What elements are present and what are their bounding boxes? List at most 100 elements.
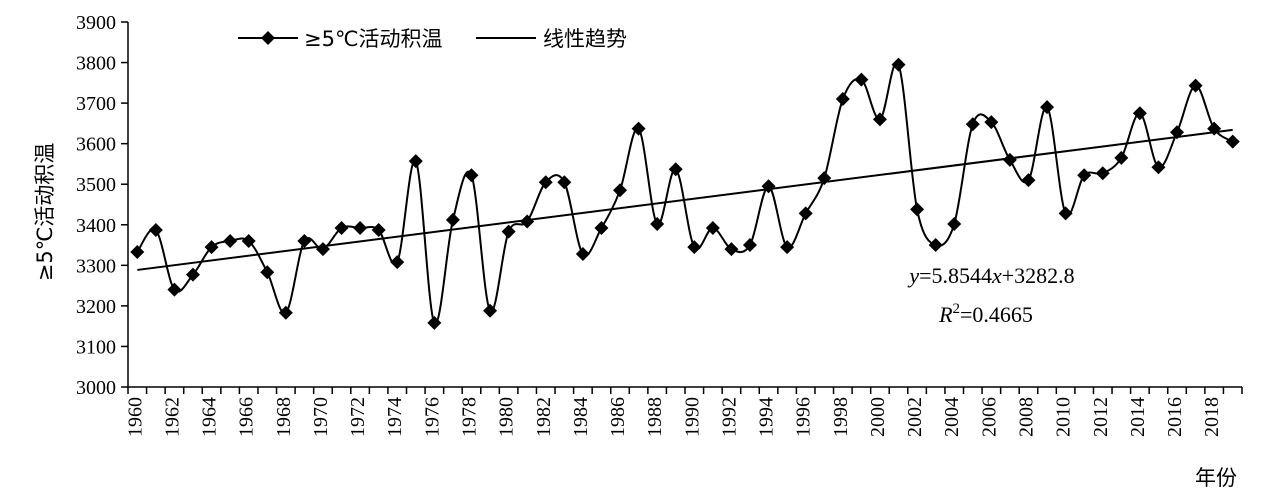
r-squared: R2=0.4665 (938, 301, 1033, 327)
data-point (910, 202, 925, 217)
data-point (872, 112, 887, 127)
data-point (947, 216, 962, 231)
x-tick-label: 1966 (236, 397, 258, 437)
x-tick-label: 1986 (607, 397, 629, 437)
x-tick-label: 2018 (1201, 397, 1223, 437)
x-tick-label: 1960 (124, 397, 146, 437)
legend: ≥5℃活动积温 线性趋势 (238, 27, 627, 51)
data-point (278, 305, 293, 320)
data-point (241, 234, 256, 248)
legend-label-trend: 线性趋势 (543, 27, 627, 51)
data-point (520, 214, 535, 229)
x-tick-label: 2010 (1053, 397, 1075, 437)
r-value: =0.4665 (960, 302, 1033, 327)
x-tick-label: 1996 (793, 397, 815, 437)
x-tick-label: 2012 (1090, 397, 1112, 437)
x-tick-label: 1972 (347, 397, 369, 437)
x-tick-label: 2016 (1164, 397, 1186, 437)
data-point (928, 238, 943, 253)
data-point (1114, 150, 1129, 165)
data-point (1170, 125, 1185, 140)
x-tick-label: 1962 (161, 397, 183, 437)
y-tick-label: 3300 (76, 255, 116, 277)
data-point (1132, 106, 1147, 121)
data-point (650, 216, 665, 231)
data-point (668, 162, 683, 177)
data-point (408, 154, 423, 169)
y-tick-label: 3600 (76, 134, 116, 156)
data-point (483, 303, 498, 318)
data-point (780, 240, 795, 255)
x-axis-ticks: 1960 1962 1964 1966 1968 1970 1972 1974 1976 1978… (124, 387, 1243, 437)
data-point (965, 117, 980, 132)
r-label: R (938, 302, 953, 327)
x-tick-label: 1988 (644, 397, 666, 437)
data-point (1151, 160, 1166, 175)
y-tick-label: 3200 (76, 296, 116, 318)
x-tick-label: 2008 (1015, 397, 1037, 437)
data-point (390, 255, 405, 270)
data-point (594, 221, 609, 236)
data-point (297, 234, 312, 248)
data-point (371, 223, 386, 238)
legend-diamond-marker (261, 31, 275, 45)
x-tick-label: 1990 (681, 397, 703, 437)
data-point (984, 115, 999, 130)
data-point (204, 240, 219, 255)
x-tick-label: 1980 (496, 397, 518, 437)
data-point (167, 282, 182, 297)
x-tick-label: 1974 (384, 397, 406, 437)
r-sup: 2 (953, 301, 961, 317)
data-point (557, 175, 572, 190)
data-point (835, 92, 850, 107)
y-tick-label: 3000 (76, 377, 116, 399)
eq-rest-2: +3282.8 (1002, 263, 1075, 288)
data-point (742, 238, 757, 253)
data-point (501, 224, 516, 239)
data-point (1095, 166, 1110, 181)
x-tick-label: 1968 (273, 397, 295, 437)
x-tick-label: 1984 (570, 397, 592, 437)
y-tick-label: 3900 (76, 12, 116, 34)
data-point (538, 175, 553, 190)
data-point (315, 242, 330, 257)
data-point (445, 212, 460, 227)
y-axis-ticks: 3000 3100 3200 3300 3400 3500 3600 3700 3800 3900 (76, 12, 128, 399)
trend-equation: y=5.8544x+3282.8 (907, 263, 1074, 288)
x-tick-label: 2002 (904, 397, 926, 437)
x-tick-label: 2014 (1127, 397, 1149, 437)
data-point (1058, 206, 1073, 221)
eq-x: x (991, 263, 1002, 288)
data-point (891, 57, 906, 72)
data-point (148, 223, 163, 238)
eq-y: y (907, 263, 919, 288)
data-point (353, 221, 368, 236)
x-tick-label: 1992 (718, 397, 740, 437)
x-tick-label: 1964 (199, 397, 221, 437)
y-tick-label: 3500 (76, 174, 116, 196)
y-axis-label: ≥5℃活动积温 (33, 143, 57, 282)
x-tick-label: 2006 (978, 397, 1000, 437)
legend-label-series: ≥5℃活动积温 (304, 27, 443, 51)
data-point (575, 246, 590, 261)
y-tick-label: 3800 (76, 53, 116, 75)
data-point (1002, 152, 1017, 167)
y-tick-label: 3700 (76, 93, 116, 115)
x-axis-label: 年份 (1195, 466, 1237, 490)
data-point (705, 221, 720, 236)
x-tick-label: 1970 (310, 397, 332, 437)
data-point (761, 179, 776, 194)
data-point (1021, 173, 1036, 188)
data-point (798, 206, 813, 221)
x-tick-label: 1976 (421, 397, 443, 437)
series-group (130, 57, 1240, 330)
x-tick-label: 1994 (756, 397, 778, 437)
x-tick-label: 1978 (458, 397, 480, 437)
x-tick-label: 1998 (830, 397, 852, 437)
data-point (854, 72, 869, 87)
data-point (631, 121, 646, 136)
data-point (260, 265, 275, 280)
data-point (1225, 134, 1240, 149)
data-point (724, 242, 739, 257)
